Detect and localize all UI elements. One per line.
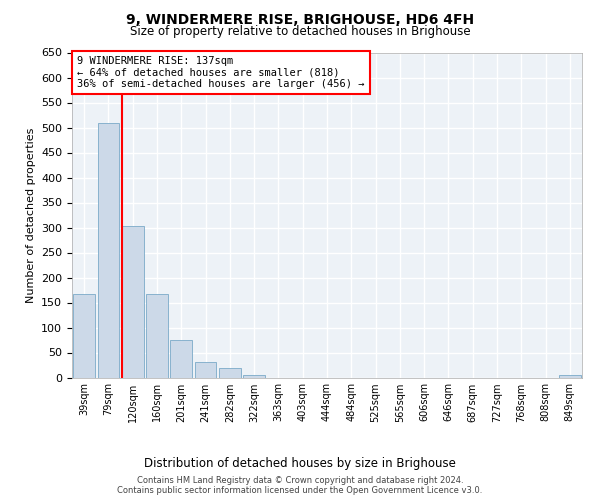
Text: 9 WINDERMERE RISE: 137sqm
← 64% of detached houses are smaller (818)
36% of semi: 9 WINDERMERE RISE: 137sqm ← 64% of detac… xyxy=(77,56,365,89)
Bar xyxy=(243,375,265,378)
Y-axis label: Number of detached properties: Number of detached properties xyxy=(26,128,35,302)
Bar xyxy=(73,294,95,378)
Text: Contains public sector information licensed under the Open Government Licence v3: Contains public sector information licen… xyxy=(118,486,482,495)
Text: Contains HM Land Registry data © Crown copyright and database right 2024.: Contains HM Land Registry data © Crown c… xyxy=(137,476,463,485)
Bar xyxy=(97,122,119,378)
Bar xyxy=(194,362,217,378)
Bar xyxy=(122,226,143,378)
Bar xyxy=(146,294,168,378)
Text: Size of property relative to detached houses in Brighouse: Size of property relative to detached ho… xyxy=(130,25,470,38)
Bar xyxy=(219,368,241,378)
Bar xyxy=(170,340,192,378)
Text: 9, WINDERMERE RISE, BRIGHOUSE, HD6 4FH: 9, WINDERMERE RISE, BRIGHOUSE, HD6 4FH xyxy=(126,12,474,26)
Text: Distribution of detached houses by size in Brighouse: Distribution of detached houses by size … xyxy=(144,458,456,470)
Bar xyxy=(559,375,581,378)
